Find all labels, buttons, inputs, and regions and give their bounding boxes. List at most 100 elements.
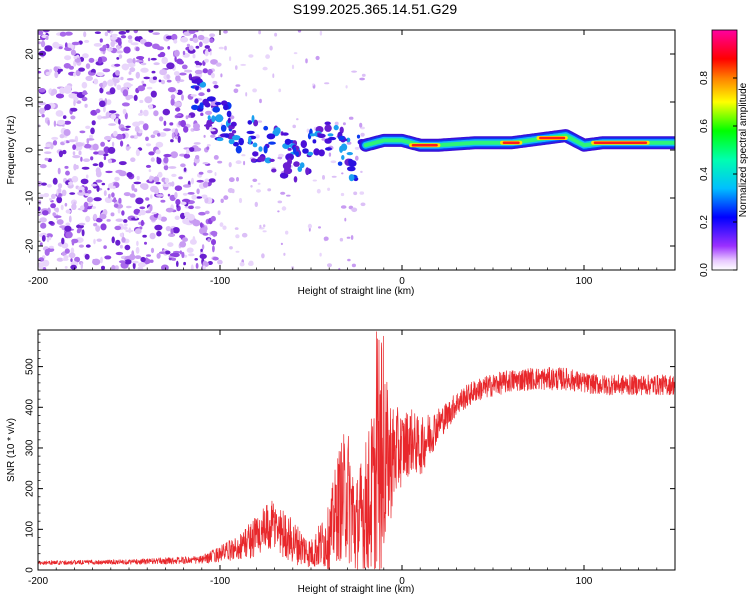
- noise-blob: [186, 148, 190, 155]
- ridge-blob: [317, 133, 326, 138]
- noise-blob: [235, 250, 240, 253]
- noise-blob: [224, 45, 227, 51]
- noise-blob: [139, 99, 144, 104]
- noise-blob: [180, 36, 189, 43]
- ridge-blob: [339, 126, 344, 134]
- noise-blob: [92, 258, 101, 266]
- ridge-blob: [337, 161, 343, 166]
- noise-blob: [78, 150, 82, 156]
- noise-blob: [193, 123, 200, 130]
- noise-blob: [96, 185, 100, 192]
- ridge-blob: [297, 166, 303, 173]
- noise-blob: [202, 265, 206, 270]
- noise-blob: [241, 154, 246, 157]
- noise-blob: [125, 205, 132, 209]
- noise-blob: [109, 87, 116, 95]
- noise-blob: [204, 261, 210, 267]
- noise-blob: [142, 234, 147, 238]
- y-tick-label: 0: [25, 147, 36, 153]
- y-tick-label: 20: [25, 48, 36, 60]
- noise-blob: [46, 233, 53, 239]
- noise-blob: [212, 245, 215, 253]
- noise-blob: [108, 159, 112, 164]
- colorbar-tick-label: 0.6: [699, 119, 710, 133]
- noise-blob: [195, 65, 201, 68]
- noise-blob: [116, 84, 122, 91]
- colorbar-label: Normalized spectral amplitude: [738, 82, 749, 217]
- noise-blob: [241, 232, 248, 238]
- noise-blob: [124, 83, 134, 87]
- noise-blob: [86, 196, 94, 203]
- noise-blob: [78, 222, 86, 226]
- noise-blob: [219, 222, 224, 227]
- noise-blob: [82, 53, 89, 59]
- noise-blob: [152, 76, 157, 80]
- noise-blob: [50, 203, 56, 209]
- noise-blob: [113, 130, 118, 137]
- noise-blob: [123, 219, 128, 223]
- ridge-blob: [312, 139, 317, 144]
- noise-blob: [99, 100, 106, 108]
- noise-blob: [233, 88, 239, 94]
- noise-blob: [163, 156, 169, 164]
- noise-blob: [306, 128, 310, 133]
- noise-blob: [164, 250, 171, 255]
- noise-blob: [90, 109, 98, 116]
- noise-blob: [195, 262, 199, 269]
- noise-blob: [204, 210, 210, 215]
- noise-blob: [134, 215, 138, 219]
- noise-blob: [240, 63, 247, 66]
- noise-blob: [110, 113, 117, 120]
- noise-blob: [153, 110, 159, 117]
- noise-blob: [166, 79, 172, 83]
- noise-blob: [84, 39, 90, 43]
- noise-blob: [80, 156, 83, 162]
- noise-blob: [148, 169, 152, 173]
- ridge-blob: [233, 141, 239, 147]
- noise-blob: [209, 33, 216, 37]
- noise-blob: [181, 251, 185, 259]
- noise-blob: [200, 248, 203, 252]
- noise-blob: [71, 41, 80, 46]
- noise-blob: [104, 31, 109, 37]
- noise-blob: [72, 155, 81, 159]
- noise-blob: [64, 31, 73, 36]
- noise-blob: [183, 153, 191, 159]
- noise-blob: [194, 206, 201, 209]
- noise-blob: [38, 41, 41, 45]
- noise-blob: [182, 237, 188, 242]
- noise-blob: [351, 70, 358, 73]
- ridge-blob: [199, 81, 207, 88]
- noise-blob: [153, 176, 160, 183]
- noise-blob: [113, 79, 120, 84]
- noise-blob: [150, 157, 155, 162]
- noise-blob: [73, 72, 76, 77]
- noise-blob: [53, 215, 62, 219]
- noise-blob: [45, 71, 51, 76]
- ridge-blob: [333, 124, 339, 131]
- noise-blob: [211, 239, 216, 246]
- noise-blob: [176, 113, 182, 117]
- noise-blob: [269, 45, 273, 51]
- noise-blob: [125, 30, 130, 33]
- noise-blob: [63, 120, 72, 125]
- noise-blob: [68, 215, 72, 223]
- noise-blob: [121, 63, 130, 71]
- noise-blob: [183, 126, 189, 133]
- noise-blob: [277, 210, 280, 213]
- noise-blob: [353, 191, 358, 196]
- spectrogram-x-label: Height of straight line (km): [298, 286, 415, 297]
- ridge-blob: [257, 156, 266, 162]
- colorbar-tick-label: 0.4: [699, 167, 710, 181]
- noise-blob: [170, 228, 174, 235]
- noise-blob: [140, 62, 147, 66]
- noise-blob: [145, 143, 152, 147]
- noise-blob: [64, 266, 68, 269]
- noise-blob: [188, 30, 196, 34]
- noise-blob: [163, 128, 171, 132]
- noise-blob: [71, 203, 77, 210]
- noise-blob: [52, 212, 56, 217]
- noise-blob: [179, 250, 182, 255]
- noise-blob: [345, 85, 348, 89]
- noise-blob: [62, 115, 67, 119]
